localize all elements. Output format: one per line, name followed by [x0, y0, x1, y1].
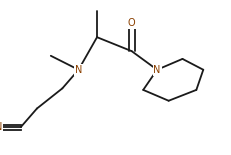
Text: N: N — [0, 122, 2, 132]
Text: O: O — [128, 18, 136, 28]
Text: N: N — [153, 65, 161, 75]
Text: N: N — [75, 65, 82, 75]
